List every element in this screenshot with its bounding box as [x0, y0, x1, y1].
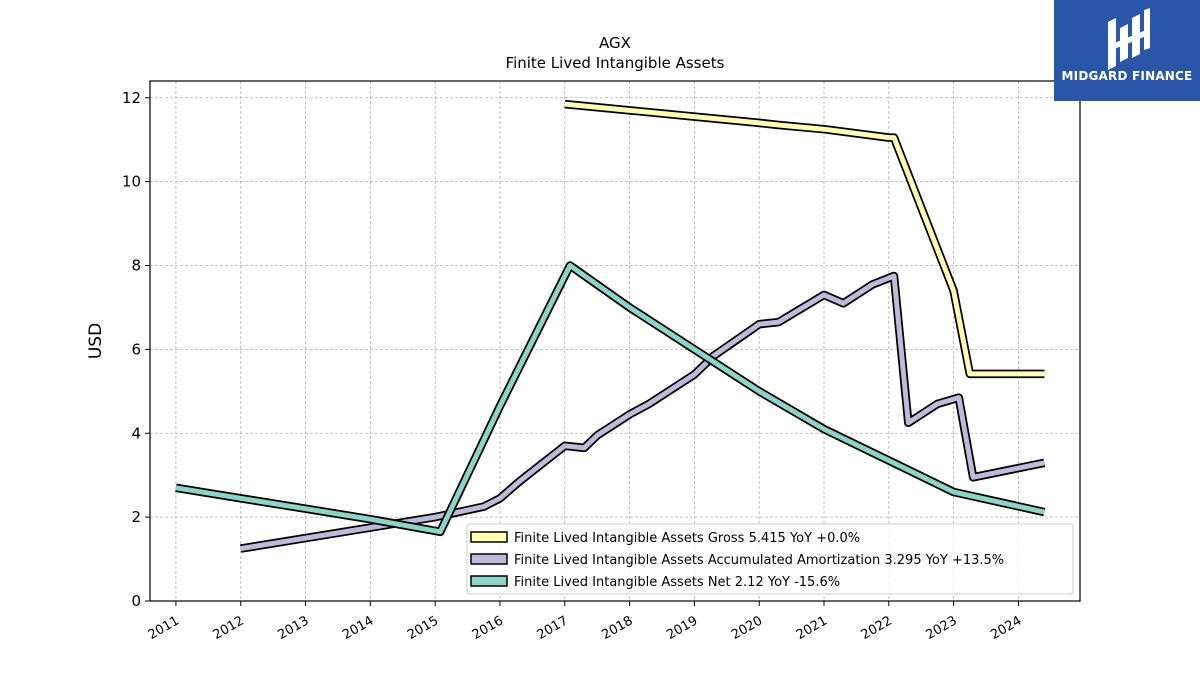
chart-title: AGX	[599, 34, 631, 52]
y-tick-label: 10	[122, 173, 141, 191]
x-tick-label: 2014	[340, 613, 376, 643]
series-lines	[175, 99, 1046, 553]
x-tick-label: 2024	[988, 613, 1024, 643]
x-tick-label: 2019	[664, 613, 700, 643]
x-tick-label: 2015	[405, 613, 441, 643]
series-line-outline-gross	[564, 99, 1045, 379]
y-tick-label: 4	[131, 424, 141, 442]
x-tick-label: 2020	[729, 613, 765, 643]
x-tick-label: 2021	[794, 613, 830, 643]
y-tick-label: 12	[122, 89, 141, 107]
legend-label-amortization: Finite Lived Intangible Assets Accumulat…	[514, 553, 1004, 568]
x-tick-label: 2012	[211, 613, 247, 643]
y-tick-label: 6	[131, 340, 141, 358]
y-axis-label: USD	[86, 323, 106, 359]
series-line-gross	[564, 101, 1045, 377]
legend-frame	[466, 523, 1074, 595]
x-tick-label: 2017	[535, 613, 571, 643]
x-tick-label: 2011	[146, 613, 182, 643]
legend-swatch-amortization	[470, 553, 508, 565]
y-tick-label: 0	[131, 592, 141, 610]
logo-text: MIDGARD FINANCE	[1061, 69, 1193, 83]
legend: Finite Lived Intangible Assets Gross 5.4…	[466, 523, 1074, 595]
legend-swatch-gross	[470, 531, 508, 543]
plot-frame	[149, 80, 1081, 602]
legend-label-net: Finite Lived Intangible Assets Net 2.12 …	[514, 575, 840, 590]
series-line-net	[175, 263, 1045, 535]
midgard-finance-logo: MIDGARD FINANCE	[1054, 0, 1200, 101]
x-tick-label: 2023	[923, 613, 959, 643]
series-line-amortization	[240, 273, 1045, 552]
logo-mark-icon	[1108, 8, 1150, 70]
y-tick-label: 8	[131, 257, 141, 275]
y-tick-label: 2	[131, 508, 141, 526]
x-tick-label: 2022	[859, 613, 895, 643]
legend-swatch-net	[470, 575, 508, 587]
grid	[150, 81, 1080, 601]
chart-subtitle: Finite Lived Intangible Assets	[506, 54, 725, 72]
series-line-outline-net	[175, 261, 1046, 537]
legend-label-gross: Finite Lived Intangible Assets Gross 5.4…	[514, 531, 860, 546]
x-tick-label: 2016	[470, 613, 506, 643]
x-tick-label: 2013	[275, 613, 311, 643]
x-tick-label: 2018	[599, 613, 635, 643]
